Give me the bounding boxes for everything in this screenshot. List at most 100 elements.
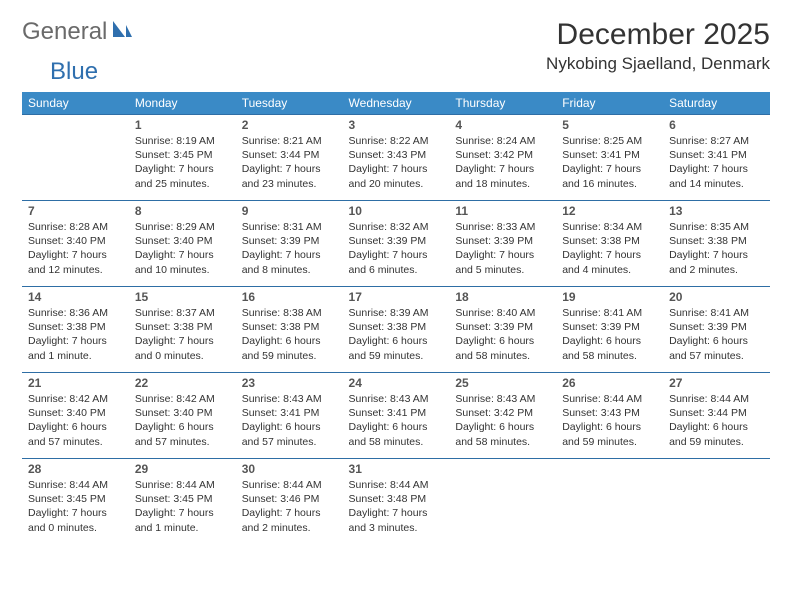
daylight: Daylight: 7 hours and 18 minutes. [455,162,550,190]
sunset: Sunset: 3:41 PM [562,148,657,162]
daylight: Daylight: 6 hours and 59 minutes. [669,420,764,448]
day-number: 3 [349,118,444,132]
sunrise: Sunrise: 8:33 AM [455,220,550,234]
sunset: Sunset: 3:48 PM [349,492,444,506]
daylight: Daylight: 6 hours and 58 minutes. [455,334,550,362]
day-number: 7 [28,204,123,218]
sunset: Sunset: 3:43 PM [349,148,444,162]
sunrise: Sunrise: 8:43 AM [242,392,337,406]
daylight: Daylight: 7 hours and 2 minutes. [242,506,337,534]
daylight: Daylight: 7 hours and 8 minutes. [242,248,337,276]
sunset: Sunset: 3:38 PM [28,320,123,334]
day-number: 12 [562,204,657,218]
day-info: Sunrise: 8:42 AMSunset: 3:40 PMDaylight:… [135,392,230,449]
sunset: Sunset: 3:45 PM [28,492,123,506]
sunset: Sunset: 3:41 PM [242,406,337,420]
day-info: Sunrise: 8:41 AMSunset: 3:39 PMDaylight:… [562,306,657,363]
sunset: Sunset: 3:39 PM [455,234,550,248]
sunrise: Sunrise: 8:41 AM [562,306,657,320]
sunset: Sunset: 3:43 PM [562,406,657,420]
daylight: Daylight: 6 hours and 57 minutes. [242,420,337,448]
day-info: Sunrise: 8:25 AMSunset: 3:41 PMDaylight:… [562,134,657,191]
day-cell: 20Sunrise: 8:41 AMSunset: 3:39 PMDayligh… [663,287,770,373]
day-info: Sunrise: 8:39 AMSunset: 3:38 PMDaylight:… [349,306,444,363]
day-number: 18 [455,290,550,304]
day-cell: 1Sunrise: 8:19 AMSunset: 3:45 PMDaylight… [129,115,236,201]
dayhead-sun: Sunday [22,92,129,115]
sunset: Sunset: 3:39 PM [349,234,444,248]
sunrise: Sunrise: 8:38 AM [242,306,337,320]
calendar-table: Sunday Monday Tuesday Wednesday Thursday… [22,92,770,545]
day-cell: 31Sunrise: 8:44 AMSunset: 3:48 PMDayligh… [343,459,450,545]
day-info: Sunrise: 8:29 AMSunset: 3:40 PMDaylight:… [135,220,230,277]
sunset: Sunset: 3:38 PM [242,320,337,334]
dayhead-sat: Saturday [663,92,770,115]
day-number: 21 [28,376,123,390]
day-info: Sunrise: 8:31 AMSunset: 3:39 PMDaylight:… [242,220,337,277]
day-cell: 3Sunrise: 8:22 AMSunset: 3:43 PMDaylight… [343,115,450,201]
day-info: Sunrise: 8:38 AMSunset: 3:38 PMDaylight:… [242,306,337,363]
day-info: Sunrise: 8:21 AMSunset: 3:44 PMDaylight:… [242,134,337,191]
daylight: Daylight: 6 hours and 57 minutes. [669,334,764,362]
daylight: Daylight: 7 hours and 16 minutes. [562,162,657,190]
daylight: Daylight: 6 hours and 57 minutes. [135,420,230,448]
dayhead-thu: Thursday [449,92,556,115]
sunset: Sunset: 3:40 PM [28,406,123,420]
day-number: 28 [28,462,123,476]
day-info: Sunrise: 8:24 AMSunset: 3:42 PMDaylight:… [455,134,550,191]
day-cell: 22Sunrise: 8:42 AMSunset: 3:40 PMDayligh… [129,373,236,459]
day-info: Sunrise: 8:42 AMSunset: 3:40 PMDaylight:… [28,392,123,449]
day-info: Sunrise: 8:44 AMSunset: 3:43 PMDaylight:… [562,392,657,449]
daylight: Daylight: 7 hours and 10 minutes. [135,248,230,276]
day-cell: 7Sunrise: 8:28 AMSunset: 3:40 PMDaylight… [22,201,129,287]
day-info: Sunrise: 8:36 AMSunset: 3:38 PMDaylight:… [28,306,123,363]
sunset: Sunset: 3:39 PM [455,320,550,334]
day-cell: 28 Sunrise: 8:44 AMSunset: 3:45 PMDayligh… [22,459,129,545]
day-number: 15 [135,290,230,304]
day-number: 17 [349,290,444,304]
sunrise: Sunrise: 8:31 AM [242,220,337,234]
day-cell: 15 Sunrise: 8:37 AMSunset: 3:38 PMDayligh… [129,287,236,373]
day-number: 25 [455,376,550,390]
daylight: Daylight: 7 hours and 20 minutes. [349,162,444,190]
day-number: 5 [562,118,657,132]
day-cell: 14 Sunrise: 8:36 AMSunset: 3:38 PMDayligh… [22,287,129,373]
day-info: Sunrise: 8:43 AMSunset: 3:41 PMDaylight:… [242,392,337,449]
day-number: 19 [562,290,657,304]
day-cell: 16Sunrise: 8:38 AMSunset: 3:38 PMDayligh… [236,287,343,373]
logo-sail-icon [111,18,133,46]
daylight: Daylight: 6 hours and 58 minutes. [455,420,550,448]
day-info: Sunrise: 8:44 AMSunset: 3:45 PMDaylight:… [28,478,123,535]
daylight: Daylight: 7 hours and 25 minutes. [135,162,230,190]
sunrise: Sunrise: 8:19 AM [135,134,230,148]
sunset: Sunset: 3:44 PM [669,406,764,420]
sunset: Sunset: 3:38 PM [135,320,230,334]
daylight: Daylight: 6 hours and 58 minutes. [349,420,444,448]
daylight: Daylight: 7 hours and 23 minutes. [242,162,337,190]
day-cell: 25Sunrise: 8:43 AMSunset: 3:42 PMDayligh… [449,373,556,459]
day-number: 31 [349,462,444,476]
day-info: Sunrise: 8:34 AMSunset: 3:38 PMDaylight:… [562,220,657,277]
week-row: 14 Sunrise: 8:36 AMSunset: 3:38 PMDayligh… [22,287,770,373]
day-cell [449,459,556,545]
sunset: Sunset: 3:40 PM [28,234,123,248]
day-number: 24 [349,376,444,390]
day-info: Sunrise: 8:41 AMSunset: 3:39 PMDaylight:… [669,306,764,363]
day-info: Sunrise: 8:37 AMSunset: 3:38 PMDaylight:… [135,306,230,363]
day-info: Sunrise: 8:27 AMSunset: 3:41 PMDaylight:… [669,134,764,191]
day-info: Sunrise: 8:19 AMSunset: 3:45 PMDaylight:… [135,134,230,191]
sunrise: Sunrise: 8:21 AM [242,134,337,148]
day-number: 29 [135,462,230,476]
day-cell: 27Sunrise: 8:44 AMSunset: 3:44 PMDayligh… [663,373,770,459]
day-number: 6 [669,118,764,132]
day-number: 14 [28,290,123,304]
sunset: Sunset: 3:45 PM [135,148,230,162]
day-number: 27 [669,376,764,390]
day-number: 26 [562,376,657,390]
day-cell [22,115,129,201]
sunrise: Sunrise: 8:29 AM [135,220,230,234]
sunset: Sunset: 3:45 PM [135,492,230,506]
sunrise: Sunrise: 8:39 AM [349,306,444,320]
day-cell: 11Sunrise: 8:33 AMSunset: 3:39 PMDayligh… [449,201,556,287]
sunrise: Sunrise: 8:28 AM [28,220,123,234]
